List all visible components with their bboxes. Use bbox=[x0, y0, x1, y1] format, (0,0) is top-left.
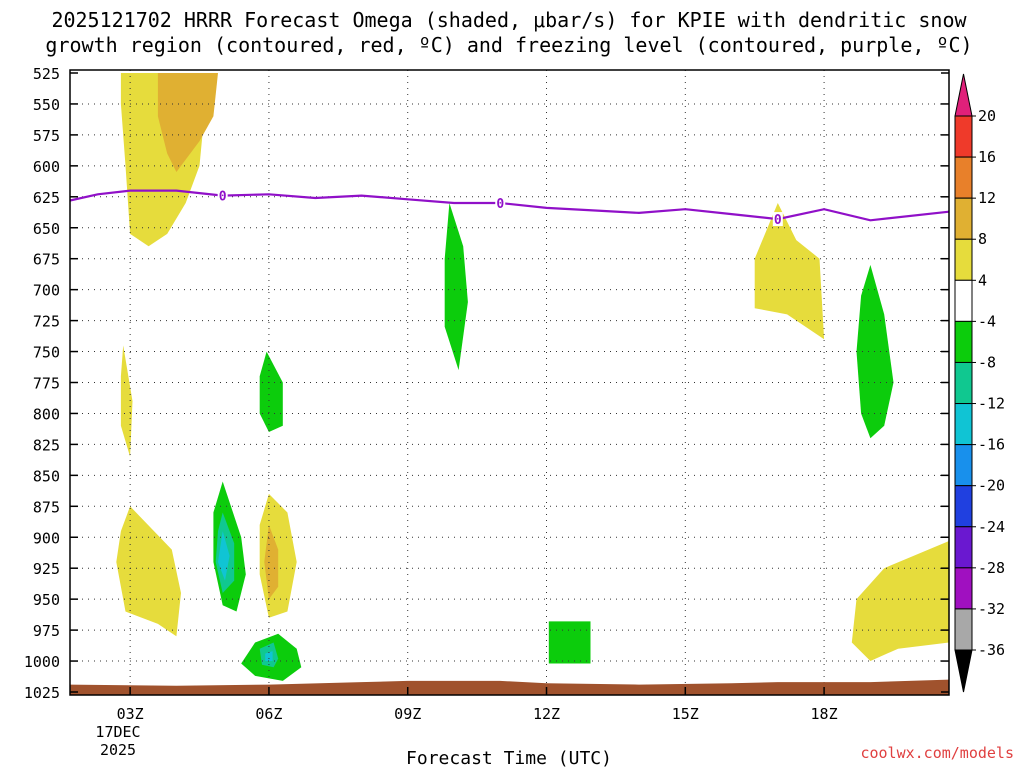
colorbar-bin-4 bbox=[954, 238, 973, 281]
freezing-level-layer: 0 0 0 bbox=[69, 188, 950, 228]
y-tick-label-600: 600 bbox=[33, 158, 60, 176]
colorbar-tick-label-13: -36 bbox=[978, 641, 1005, 659]
y-tick-label-950: 950 bbox=[33, 591, 60, 609]
omega-region-7 bbox=[116, 506, 181, 637]
terrain-layer bbox=[70, 679, 949, 695]
x-tick-label-09Z: 09Z bbox=[394, 705, 421, 723]
y-tick-label-725: 725 bbox=[33, 313, 60, 331]
colorbar-tick-label-11: -28 bbox=[978, 559, 1005, 577]
colorbar: 20 16 12 8 4 -4 -8 -12 -16 -20 -24 -28 -32 -36 bbox=[954, 73, 1005, 693]
plot-area: 0 0 0 bbox=[69, 69, 950, 696]
y-tick-label-775: 775 bbox=[33, 375, 60, 393]
y-tick-label-825: 825 bbox=[33, 436, 60, 454]
colorbar-tick-label-5: -4 bbox=[978, 312, 996, 330]
chart-title-line-2: growth region (contoured, red, ºC) and f… bbox=[45, 33, 972, 57]
y-tick-label-675: 675 bbox=[33, 251, 60, 269]
y-axis: 525 550 575 600 625 650 675 700 725 750 775 800 825 8… bbox=[24, 65, 949, 702]
y-tick-label-525: 525 bbox=[33, 65, 60, 83]
credit-text: coolwx.com/models bbox=[860, 744, 1014, 762]
x-axis: 03Z 06Z 09Z 12Z 15Z 18Z bbox=[117, 687, 838, 723]
colorbar-bin-12 bbox=[954, 567, 973, 610]
colorbar-bin-5 bbox=[954, 279, 973, 322]
colorbar-bin-1 bbox=[954, 115, 973, 158]
omega-region-6 bbox=[259, 351, 283, 432]
y-tick-label-700: 700 bbox=[33, 282, 60, 300]
x-axis-title: Forecast Time (UTC) bbox=[406, 748, 612, 768]
grid-lines bbox=[70, 70, 949, 695]
omega-region-16 bbox=[548, 621, 591, 664]
freezing-level-label-1: 0 bbox=[496, 197, 504, 212]
colorbar-tick-label-10: -24 bbox=[978, 518, 1005, 536]
y-tick-label-625: 625 bbox=[33, 189, 60, 207]
colorbar-tick-label-0: 20 bbox=[978, 107, 996, 125]
x-tick-label-03Z: 03Z bbox=[117, 705, 144, 723]
colorbar-bin-9 bbox=[954, 444, 973, 487]
y-tick-label-900: 900 bbox=[33, 529, 60, 547]
omega-region-15 bbox=[265, 651, 273, 661]
y-tick-label-650: 650 bbox=[33, 220, 60, 238]
y-tick-label-550: 550 bbox=[33, 96, 60, 114]
freezing-level-label-0: 0 bbox=[219, 190, 227, 205]
freezing-label-bg-2 bbox=[772, 212, 783, 227]
terrain-fill bbox=[70, 679, 949, 695]
colorbar-bin-7 bbox=[954, 361, 973, 405]
y-tick-label-800: 800 bbox=[33, 405, 60, 423]
omega-region-12 bbox=[264, 524, 279, 600]
colorbar-bin-8 bbox=[954, 403, 973, 446]
y-tick-label-875: 875 bbox=[33, 498, 60, 516]
omega-region-5 bbox=[120, 345, 133, 457]
date-label-year: 2025 bbox=[100, 741, 136, 759]
colorbar-bin-13 bbox=[954, 608, 973, 651]
colorbar-tick-label-9: -20 bbox=[978, 477, 1005, 495]
freezing-level-line bbox=[69, 189, 950, 222]
colorbar-tick-label-3: 8 bbox=[978, 230, 987, 248]
colorbar-tick-label-7: -12 bbox=[978, 395, 1005, 413]
colorbar-tick-label-1: 16 bbox=[978, 148, 996, 166]
y-tick-label-925: 925 bbox=[33, 560, 60, 578]
colorbar-bin-10 bbox=[954, 485, 973, 528]
colorbar-tick-label-12: -32 bbox=[978, 600, 1005, 618]
y-tick-label-750: 750 bbox=[33, 344, 60, 362]
y-tick-label-1000: 1000 bbox=[24, 653, 60, 671]
x-tick-label-12Z: 12Z bbox=[533, 705, 560, 723]
freezing-level-label-2: 0 bbox=[774, 213, 782, 228]
y-tick-label-1025: 1025 bbox=[24, 684, 60, 702]
colorbar-top-arrow bbox=[954, 73, 973, 117]
y-tick-label-975: 975 bbox=[33, 622, 60, 640]
omega-region-2 bbox=[444, 203, 468, 371]
x-tick-label-06Z: 06Z bbox=[255, 705, 282, 723]
colorbar-bin-11 bbox=[954, 526, 973, 569]
omega-region-4 bbox=[856, 264, 894, 439]
x-tick-label-18Z: 18Z bbox=[811, 705, 838, 723]
omega-region-17 bbox=[851, 541, 949, 661]
chart-title-line-1: 2025121702 HRRR Forecast Omega (shaded, … bbox=[51, 8, 967, 32]
y-tick-label-850: 850 bbox=[33, 467, 60, 485]
freezing-label-bg-1 bbox=[495, 195, 506, 210]
x-tick-label-15Z: 15Z bbox=[672, 705, 699, 723]
colorbar-bin-2 bbox=[954, 156, 973, 199]
colorbar-tick-label-2: 12 bbox=[978, 189, 996, 207]
colorbar-bin-3 bbox=[954, 197, 973, 240]
colorbar-tick-label-4: 4 bbox=[978, 271, 987, 289]
date-label-day: 17DEC bbox=[95, 723, 140, 741]
colorbar-bottom-arrow bbox=[954, 649, 973, 693]
y-tick-label-575: 575 bbox=[33, 127, 60, 145]
omega-region-1 bbox=[157, 73, 218, 172]
freezing-label-bg-0 bbox=[217, 188, 228, 203]
colorbar-bin-6 bbox=[954, 320, 973, 363]
omega-shaded-regions bbox=[116, 73, 949, 681]
colorbar-tick-label-6: -8 bbox=[978, 353, 996, 371]
colorbar-tick-label-8: -16 bbox=[978, 436, 1005, 454]
omega-region-3 bbox=[754, 203, 825, 340]
